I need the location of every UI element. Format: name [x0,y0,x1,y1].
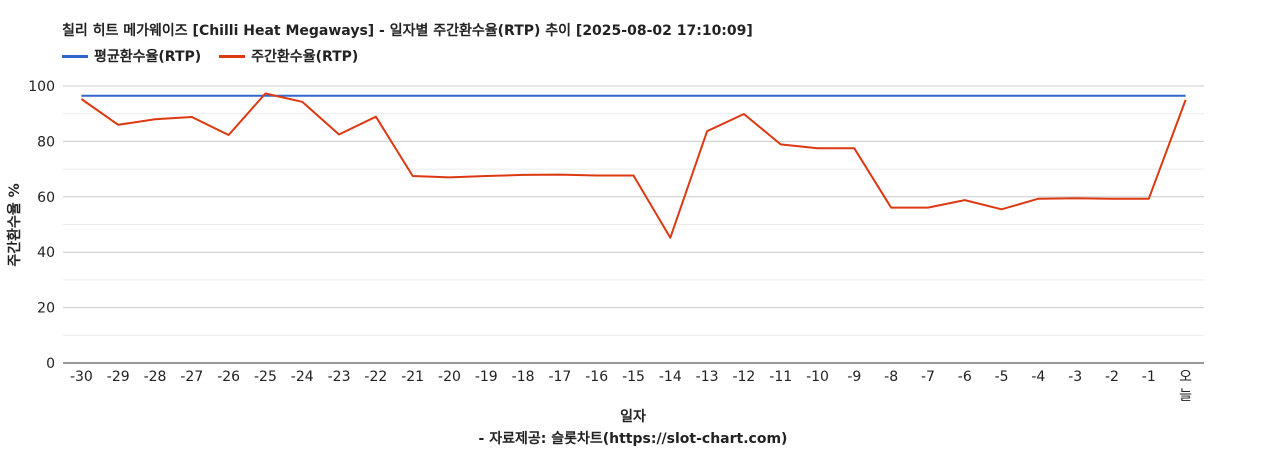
x-tick-label: -25 [254,369,277,385]
x-tick-label: -24 [291,369,314,385]
x-tick-label: -7 [921,369,935,385]
x-tick-label: -26 [217,369,240,385]
y-tick-label: 60 [37,190,55,206]
x-tick-label: -22 [364,369,387,385]
x-tick-label: -13 [696,369,719,385]
x-tick-label: -29 [107,369,130,385]
x-tick-label: -17 [548,369,571,385]
x-tick-label: -19 [475,369,498,385]
x-tick-label: -3 [1068,369,1082,385]
x-tick-label: -10 [806,369,829,385]
x-tick-label: -16 [585,369,608,385]
chart-title: 칠리 히트 메가웨이즈 [Chilli Heat Megaways] - 일자별… [62,23,753,39]
x-tick-label: -4 [1031,369,1045,385]
legend-item-weekly[interactable]: 주간환수율(RTP) [219,46,358,66]
x-tick-label: 오 [1179,369,1192,385]
x-tick-label: -11 [769,369,792,385]
y-axis-label: 주간환수율 % [7,183,23,267]
legend-label-weekly: 주간환수율(RTP) [251,49,359,65]
series-line-weekly [80,92,1187,239]
y-tick-label: 80 [37,134,55,150]
x-tick-label: -30 [70,369,93,385]
x-tick-label: -9 [847,369,861,385]
legend: 평균환수율(RTP) 주간환수율(RTP) [62,46,376,66]
legend-swatch-weekly [219,54,246,58]
y-tick-label: 40 [37,245,55,261]
x-tick-label: -20 [438,369,461,385]
x-tick-label: -27 [180,369,203,385]
legend-label-average: 평균환수율(RTP) [94,49,202,65]
x-tick-label: -21 [401,369,424,385]
x-tick-label: -12 [732,369,755,385]
x-tick-label: -15 [622,369,645,385]
x-tick-label: -2 [1105,369,1119,385]
x-tick-label: 늘 [1179,388,1192,404]
x-tick-label: -6 [958,369,972,385]
x-tick-label: -5 [995,369,1009,385]
x-tick-label: -18 [512,369,535,385]
y-tick-label: 100 [28,79,55,95]
source-note: - 자료제공: 슬롯차트(https://slot-chart.com) [478,431,788,447]
x-axis-label: 일자 [620,409,646,425]
x-tick-label: -14 [659,369,682,385]
x-tick-label: -8 [884,369,898,385]
y-tick-label: 20 [37,301,55,317]
x-tick-label: -1 [1142,369,1156,385]
x-tick-label: -23 [328,369,351,385]
y-tick-label: 0 [46,356,55,372]
x-tick-label: -28 [144,369,167,385]
legend-swatch-average [62,54,88,58]
legend-item-average[interactable]: 평균환수율(RTP) [62,46,201,66]
